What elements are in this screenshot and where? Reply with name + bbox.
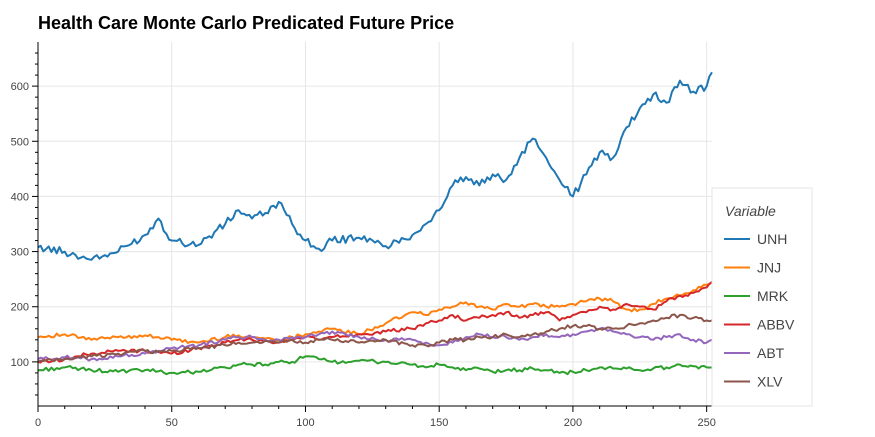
legend-label-abt: ABT — [757, 345, 785, 361]
legend-label-jnj: JNJ — [757, 260, 781, 276]
series-layer — [37, 71, 713, 376]
series-line-jnj — [37, 281, 713, 344]
x-tick-label: 250 — [697, 417, 715, 429]
legend-label-mrk: MRK — [757, 288, 789, 304]
legend: Variable UNH JNJ MRK ABBV ABT XLV — [711, 187, 813, 407]
legend-label-xlv: XLV — [757, 374, 783, 390]
legend-title: Variable — [725, 203, 776, 219]
series-line-mrk — [37, 355, 713, 376]
legend-label-abbv: ABBV — [757, 317, 795, 333]
x-tick-label: 200 — [564, 417, 582, 429]
chart-title: Health Care Monte Carlo Predicated Futur… — [38, 13, 454, 33]
y-tick-label: 600 — [11, 81, 29, 93]
y-tick-label: 300 — [11, 247, 29, 259]
x-tick-label: 100 — [296, 417, 314, 429]
x-tick-label: 150 — [430, 417, 448, 429]
y-tick-label: 200 — [11, 302, 29, 314]
x-tick-label: 0 — [35, 417, 41, 429]
y-tick-label: 500 — [11, 136, 29, 148]
legend-label-unh: UNH — [757, 231, 787, 247]
y-tick-label: 400 — [11, 191, 29, 203]
series-line-unh — [37, 71, 713, 261]
y-tick-label: 100 — [11, 357, 29, 369]
x-tick-label: 50 — [166, 417, 178, 429]
axes: 100 200 300 400 500 600 0 50 100 150 200 250 — [11, 42, 716, 429]
series-line-xlv — [37, 313, 713, 363]
